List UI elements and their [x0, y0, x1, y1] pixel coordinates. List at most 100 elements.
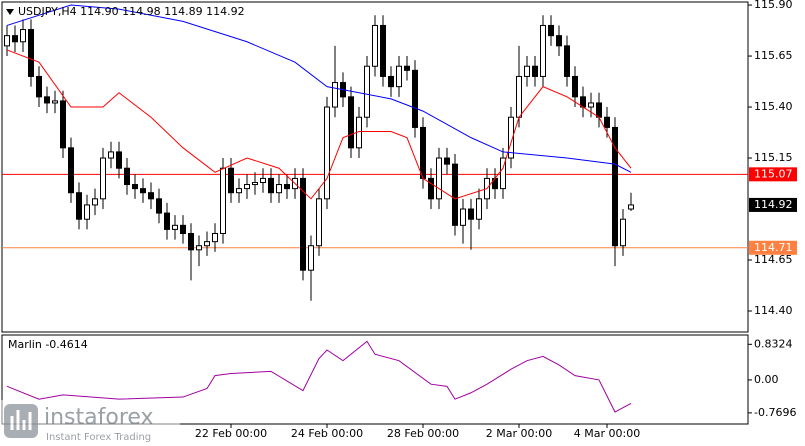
- main-panel: [1, 1, 749, 333]
- candle-body: [460, 208, 466, 226]
- candle-body: [572, 75, 578, 98]
- indicator-line: [6, 340, 632, 413]
- candle-body: [524, 65, 530, 77]
- candle-body: [588, 102, 594, 108]
- price-box: [749, 197, 797, 212]
- candle-body: [468, 208, 474, 220]
- y-tick-label: 115.15: [754, 151, 793, 164]
- candle-body: [316, 198, 322, 247]
- candle-body: [124, 167, 130, 186]
- candle-body: [476, 198, 482, 220]
- x-tick-label: 2 Mar 00:00: [486, 427, 552, 440]
- candle-body: [508, 116, 514, 159]
- candle-body: [412, 69, 418, 128]
- price-box: [749, 167, 797, 182]
- candle-body: [388, 75, 394, 88]
- candle-body: [532, 65, 538, 77]
- x-tick-label: 22 Feb 00:00: [195, 427, 267, 440]
- candle-body: [100, 157, 106, 200]
- candle-body: [420, 126, 426, 179]
- y-tick-label: 114.65: [754, 253, 793, 266]
- logo-bars: [10, 410, 32, 430]
- candle-body: [364, 65, 370, 118]
- indicator-title: Marlin -0.4614: [8, 338, 88, 351]
- candle-body: [436, 157, 442, 200]
- candle-body: [620, 218, 626, 247]
- candle-body: [396, 65, 402, 88]
- candle-body: [140, 188, 146, 194]
- candle-body: [52, 100, 58, 104]
- candle-body: [252, 182, 258, 186]
- price-box-label: 114.92: [754, 198, 793, 211]
- candle-body: [308, 245, 314, 271]
- candle-body: [444, 157, 450, 165]
- candle-body: [60, 100, 66, 149]
- watermark-tagline: Instant Forex Trading: [46, 432, 151, 443]
- y-tick-label: 115.65: [754, 49, 793, 62]
- candle-body: [284, 184, 290, 190]
- candle-body: [540, 24, 546, 77]
- x-tick-label: 4 Mar 00:00: [574, 427, 640, 440]
- candle-body: [268, 177, 274, 194]
- watermark: instaforex Instant Forex Trading: [0, 400, 180, 446]
- candle-body: [132, 184, 138, 190]
- candle-body: [228, 167, 234, 194]
- price-box-label: 114.71: [754, 241, 793, 254]
- candle-body: [180, 224, 186, 234]
- candle-body: [516, 75, 522, 118]
- candle-body: [68, 147, 74, 194]
- candle-body: [84, 204, 90, 220]
- candle-body: [220, 167, 226, 234]
- candle-body: [276, 184, 282, 194]
- x-tick-label: 24 Feb 00:00: [291, 427, 363, 440]
- candle-body: [500, 157, 506, 190]
- candle-body: [628, 204, 634, 210]
- candle-body: [12, 35, 18, 43]
- price-box: [749, 240, 797, 255]
- candle-body: [156, 198, 162, 214]
- candle-body: [380, 24, 386, 77]
- candle-body: [300, 177, 306, 271]
- y-tick-label: 115.90: [754, 0, 793, 11]
- y-tick-label: 0.00: [754, 373, 779, 386]
- moving-average: [6, 49, 632, 200]
- x-tick-label: 28 Feb 00:00: [387, 427, 459, 440]
- candle-body: [372, 24, 378, 67]
- y-tick-label: 0.8324: [754, 337, 793, 350]
- logo-icon: [4, 404, 38, 438]
- candle-body: [596, 102, 602, 118]
- y-tick-label: -0.7696: [754, 406, 796, 419]
- candle-body: [428, 177, 434, 200]
- candle-body: [196, 245, 202, 251]
- candle-body: [604, 116, 610, 128]
- candle-body: [44, 96, 50, 104]
- price-box-label: 115.07: [754, 167, 793, 180]
- watermark-brand: instaforex: [44, 405, 154, 430]
- candle-body: [36, 75, 42, 98]
- candle-body: [92, 198, 98, 206]
- candle-body: [20, 29, 26, 43]
- candle-body: [188, 232, 194, 251]
- candle-body: [164, 212, 170, 230]
- candle-body: [172, 224, 178, 230]
- candle-body: [452, 163, 458, 226]
- candle-body: [204, 241, 210, 247]
- y-tick-label: 115.40: [754, 100, 793, 113]
- candle-body: [244, 184, 250, 190]
- candle-body: [332, 82, 338, 108]
- candle-body: [4, 35, 10, 47]
- candle-body: [324, 106, 330, 200]
- moving-average: [6, 4, 632, 173]
- candle-body: [564, 45, 570, 77]
- candle-body: [148, 192, 154, 200]
- candle-body: [236, 188, 242, 194]
- candle-body: [348, 96, 354, 149]
- candle-body: [108, 151, 114, 159]
- candle-body: [212, 232, 218, 243]
- candle-body: [260, 177, 266, 184]
- candle-body: [76, 192, 82, 220]
- chart-title: USDJPY,H4 114.90 114.98 114.89 114.92: [18, 5, 245, 18]
- candle-body: [556, 35, 562, 47]
